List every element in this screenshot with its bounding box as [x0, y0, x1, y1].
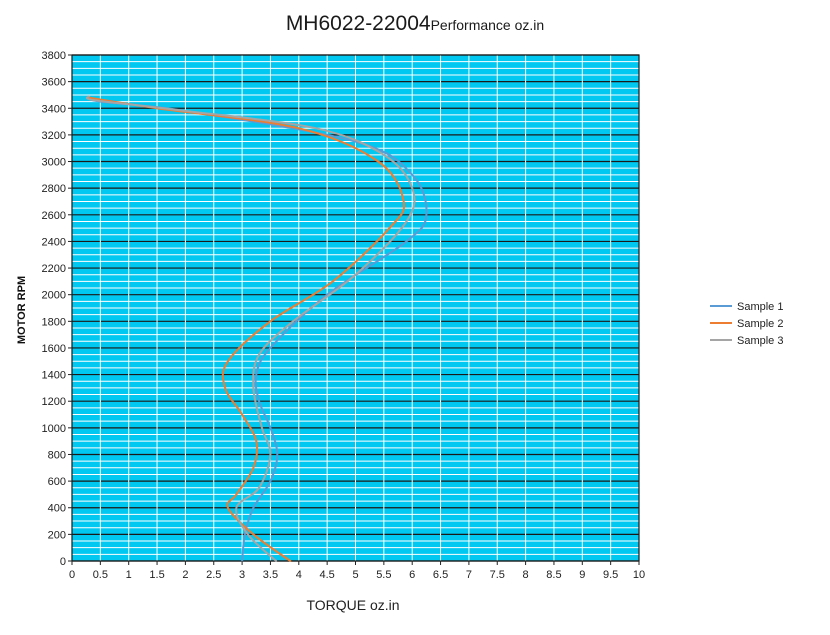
x-tick-label: 3.5	[263, 569, 278, 581]
x-tick-label: 1	[126, 569, 132, 581]
y-tick-label: 3600	[42, 77, 66, 89]
x-tick-label: 7	[466, 569, 472, 581]
y-tick-label: 3400	[42, 103, 66, 115]
y-tick-label: 600	[48, 476, 66, 488]
x-tick-label: 6.5	[433, 569, 448, 581]
y-tick-label: 200	[48, 529, 66, 541]
x-tick-label: 2.5	[206, 569, 221, 581]
x-tick-label: 3	[239, 569, 245, 581]
y-tick-label: 2800	[42, 183, 66, 195]
x-tick-label: 5	[352, 569, 358, 581]
y-axis-label: MOTOR RPM	[16, 276, 28, 344]
x-tick-label: 1.5	[149, 569, 164, 581]
x-tick-label: 7.5	[490, 569, 505, 581]
x-tick-label: 9.5	[603, 569, 618, 581]
y-tick-label: 1000	[42, 423, 66, 435]
x-tick-label: 2	[182, 569, 188, 581]
x-tick-label: 4	[296, 569, 302, 581]
y-tick-label: 1200	[42, 396, 66, 408]
x-axis-label: TORQUE oz.in	[306, 597, 399, 613]
y-tick-label: 3200	[42, 130, 66, 142]
x-tick-label: 5.5	[376, 569, 391, 581]
x-tick-label: 8.5	[546, 569, 561, 581]
x-tick-label: 6	[409, 569, 415, 581]
chart-title-main: MH6022-22004	[285, 12, 431, 35]
y-tick-label: 2000	[42, 290, 66, 302]
x-tick-label: 0	[69, 569, 75, 581]
series-line-2	[88, 96, 406, 562]
y-tick-label: 3800	[42, 50, 66, 62]
legend-label: Sample 3	[737, 335, 783, 347]
y-tick-label: 1400	[42, 370, 66, 382]
series-line-3	[85, 95, 416, 562]
x-tick-label: 10	[633, 569, 645, 581]
legend-label: Sample 2	[737, 318, 783, 330]
x-tick-label: 4.5	[320, 569, 335, 581]
chart-title: MH6022-22004Performance oz.in	[0, 12, 830, 36]
y-tick-label: 2600	[42, 210, 66, 222]
x-tick-label: 0.5	[93, 569, 108, 581]
y-tick-label: 800	[48, 449, 66, 461]
x-tick-label: 8	[523, 569, 529, 581]
y-tick-label: 3000	[42, 157, 66, 169]
y-tick-label: 2200	[42, 263, 66, 275]
legend-label: Sample 1	[737, 301, 783, 313]
series-line-1	[88, 96, 428, 562]
x-tick-label: 9	[579, 569, 585, 581]
y-tick-label: 2400	[42, 236, 66, 248]
y-tick-label: 400	[48, 503, 66, 515]
chart-subtitle: Performance oz.in	[430, 17, 545, 33]
y-tick-label: 1600	[42, 343, 66, 355]
y-tick-label: 0	[60, 556, 66, 568]
y-tick-label: 1800	[42, 316, 66, 328]
